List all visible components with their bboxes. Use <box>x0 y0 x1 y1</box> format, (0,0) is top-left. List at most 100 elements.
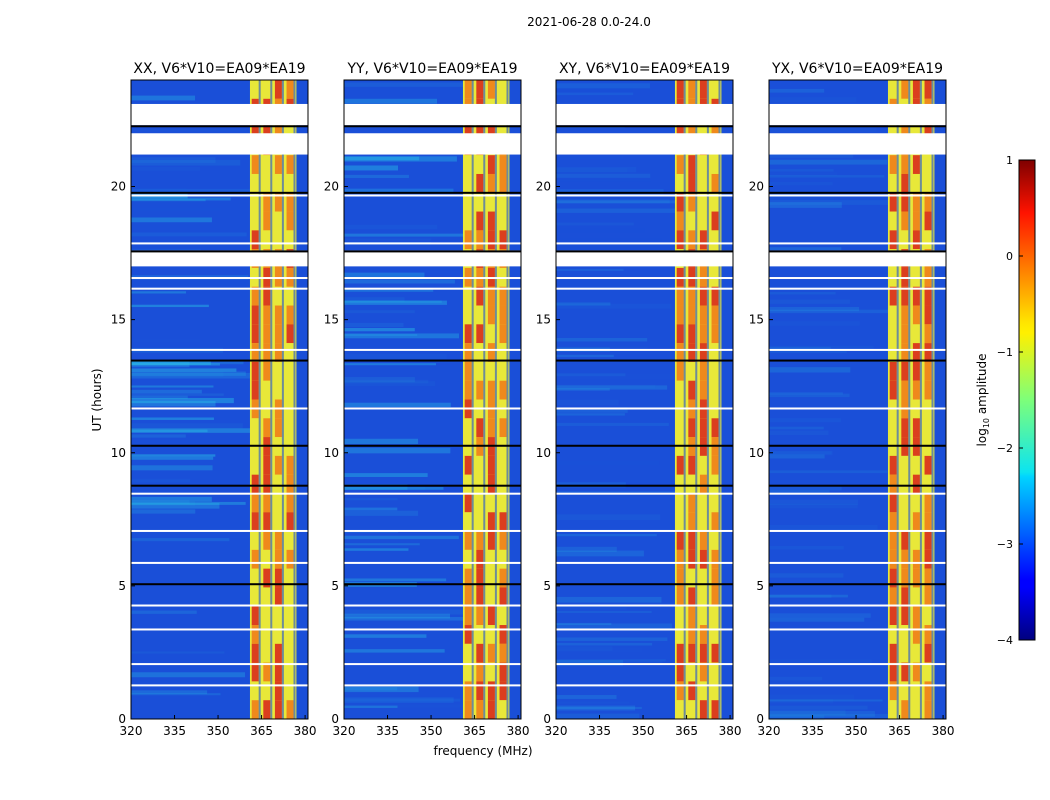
band-cell <box>464 380 472 400</box>
heatmap-texture <box>344 507 398 511</box>
band-cell <box>476 531 484 550</box>
band-cell <box>699 324 707 344</box>
band-cell <box>889 418 897 438</box>
band-cell <box>464 568 472 588</box>
band-cell <box>924 192 932 212</box>
band-cell <box>711 192 719 212</box>
band-cell <box>924 643 932 663</box>
band-cell <box>912 587 920 607</box>
band-cell <box>487 305 495 325</box>
band-cell <box>251 587 259 607</box>
flagged-line <box>131 277 308 280</box>
band-cell <box>251 418 259 438</box>
flagged-line <box>769 561 946 564</box>
band-cell <box>699 474 707 494</box>
x-tick-label: 320 <box>758 724 781 738</box>
band-cell <box>699 343 707 362</box>
heatmap-texture <box>344 535 459 540</box>
band-cell <box>487 700 495 719</box>
heatmap-texture <box>556 534 657 537</box>
band-cell <box>924 455 932 475</box>
band-cell <box>274 380 282 400</box>
heatmap-texture <box>769 676 823 681</box>
band-cell <box>924 380 932 400</box>
heatmap-texture <box>556 413 625 416</box>
flagged-gap <box>556 133 733 155</box>
y-tick-label: 20 <box>749 180 764 194</box>
heatmap-texture <box>131 693 221 696</box>
band-cell <box>676 380 684 400</box>
band-cell <box>263 681 271 701</box>
band-cell <box>711 512 719 532</box>
heatmap-texture <box>344 156 457 162</box>
band-cell <box>499 568 507 588</box>
heatmap-texture <box>769 292 836 295</box>
heatmap-texture <box>769 709 846 716</box>
x-tick-label: 335 <box>801 724 824 738</box>
band-cell <box>901 305 909 325</box>
heatmap-texture <box>769 393 850 398</box>
heatmap-texture <box>344 704 467 707</box>
band-cell <box>889 286 897 306</box>
band-cell <box>912 230 920 250</box>
band-cell <box>676 568 684 588</box>
band-cell <box>476 606 484 626</box>
band-cell <box>889 155 897 174</box>
band-cell <box>263 211 271 231</box>
dark-line <box>556 484 733 487</box>
band-cell <box>251 512 259 532</box>
y-tick-label: 10 <box>536 446 551 460</box>
band-cell <box>711 455 719 475</box>
heatmap-texture <box>769 182 833 186</box>
dark-line <box>556 125 733 128</box>
heatmap-texture <box>769 127 877 132</box>
band-cell <box>912 568 920 588</box>
dark-line <box>344 125 521 128</box>
band-cell <box>924 305 932 325</box>
heatmap-texture <box>769 503 858 509</box>
band-cell <box>487 643 495 663</box>
dark-line <box>344 583 521 586</box>
band-cell <box>676 211 684 231</box>
band-cell <box>688 286 696 306</box>
band-cell <box>274 625 282 644</box>
band-cell <box>699 305 707 325</box>
band-cell <box>286 531 294 550</box>
band-cell <box>274 700 282 719</box>
heatmap-texture <box>131 454 216 457</box>
heatmap-texture <box>769 202 842 208</box>
band-separator <box>919 80 922 719</box>
heatmap-texture <box>131 478 191 483</box>
band-cell <box>487 474 495 494</box>
flagged-line <box>344 348 521 351</box>
band-cell <box>464 493 472 513</box>
band-cell <box>286 587 294 607</box>
heatmap-texture <box>769 715 825 721</box>
flagged-line <box>556 242 733 245</box>
flagged-line <box>131 684 308 687</box>
band-cell <box>464 343 472 362</box>
band-separator <box>258 80 261 719</box>
flagged-line <box>556 529 733 532</box>
flagged-line <box>769 106 946 109</box>
heatmap-texture <box>131 509 196 514</box>
band-cell <box>699 681 707 701</box>
band-cell <box>464 155 472 174</box>
dark-line <box>769 583 946 586</box>
band-cell <box>499 493 507 513</box>
band-separator <box>718 80 721 719</box>
band-cell <box>688 155 696 174</box>
band-cell <box>487 531 495 550</box>
band-cell <box>263 474 271 494</box>
flagged-gap <box>556 103 733 126</box>
band-cell <box>274 211 282 231</box>
band-cell <box>476 192 484 212</box>
band-cell <box>676 305 684 325</box>
heatmap-texture <box>344 188 454 193</box>
band-cell <box>912 418 920 438</box>
heatmap-texture <box>769 172 837 176</box>
heatmap-texture <box>344 354 447 359</box>
band-separator <box>494 80 497 719</box>
band-cell <box>924 549 932 569</box>
dark-line <box>131 125 308 128</box>
